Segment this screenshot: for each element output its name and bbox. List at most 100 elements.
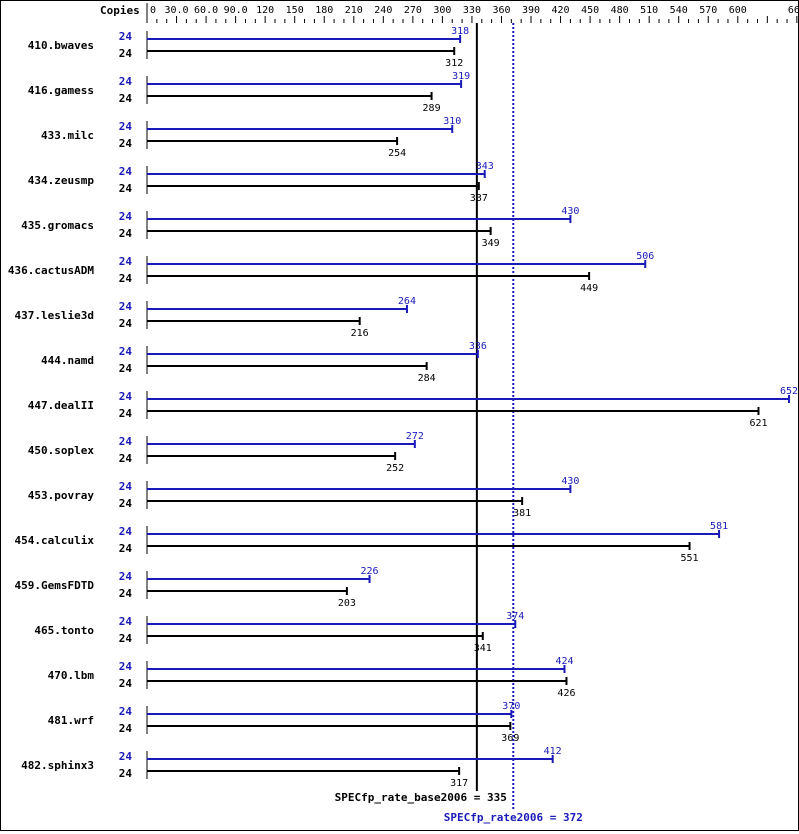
benchmark-label: 453.povray: [28, 489, 95, 502]
base-copies: 24: [119, 362, 133, 375]
peak-value-label: 264: [398, 296, 416, 307]
base-copies: 24: [119, 407, 133, 420]
peak-copies: 24: [119, 525, 133, 538]
tick-label: 600: [729, 5, 747, 16]
tick-label: 210: [345, 5, 363, 16]
peak-copies: 24: [119, 255, 133, 268]
tick-label: 120: [256, 5, 274, 16]
peak-value-label: 319: [452, 71, 470, 82]
peak-value-label: 506: [636, 251, 654, 262]
peak-value-label: 310: [443, 116, 461, 127]
peak-value-label: 374: [506, 611, 524, 622]
base-value-label: 381: [513, 508, 531, 519]
base-copies: 24: [119, 767, 133, 780]
tick-label: 360: [492, 5, 510, 16]
peak-reference-label: SPECfp_rate2006 = 372: [444, 811, 583, 824]
base-copies: 24: [119, 722, 133, 735]
base-copies: 24: [119, 272, 133, 285]
tick-label: 450: [581, 5, 599, 16]
peak-value-label: 652: [780, 386, 798, 397]
base-value-label: 341: [474, 643, 492, 654]
tick-label: 30.0: [164, 5, 188, 16]
tick-label: 150: [286, 5, 304, 16]
peak-value-label: 412: [544, 746, 562, 757]
peak-value-label: 226: [361, 566, 379, 577]
tick-label: 90.0: [224, 5, 248, 16]
peak-copies: 24: [119, 705, 133, 718]
peak-value-label: 430: [561, 476, 579, 487]
base-copies: 24: [119, 632, 133, 645]
peak-value-label: 581: [710, 521, 728, 532]
benchmark-label: 437.leslie3d: [15, 309, 94, 322]
base-value-label: 289: [423, 103, 441, 114]
benchmark-label: 434.zeusmp: [28, 174, 95, 187]
peak-copies: 24: [119, 750, 133, 763]
base-value-label: 449: [580, 283, 598, 294]
peak-value-label: 370: [502, 701, 520, 712]
copies-header: Copies: [100, 4, 140, 17]
peak-copies: 24: [119, 75, 133, 88]
base-value-label: 349: [482, 238, 500, 249]
base-copies: 24: [119, 47, 133, 60]
peak-value-label: 318: [451, 26, 469, 37]
peak-value-label: 336: [469, 341, 487, 352]
base-value-label: 284: [418, 373, 436, 384]
benchmark-label: 454.calculix: [15, 534, 95, 547]
benchmark-label: 470.lbm: [48, 669, 95, 682]
benchmark-label: 482.sphinx3: [21, 759, 94, 772]
base-copies: 24: [119, 92, 133, 105]
base-copies: 24: [119, 542, 133, 555]
benchmark-label: 447.dealII: [28, 399, 94, 412]
base-value-label: 337: [470, 193, 488, 204]
benchmark-label: 444.namd: [41, 354, 94, 367]
peak-copies: 24: [119, 30, 133, 43]
base-value-label: 203: [338, 598, 356, 609]
peak-copies: 24: [119, 390, 133, 403]
tick-label: 570: [699, 5, 717, 16]
base-copies: 24: [119, 317, 133, 330]
peak-copies: 24: [119, 570, 133, 583]
benchmark-label: 410.bwaves: [28, 39, 94, 52]
tick-label: 0: [150, 5, 156, 16]
tick-label: 180: [315, 5, 333, 16]
base-value-label: 252: [386, 463, 404, 474]
benchmark-label: 465.tonto: [34, 624, 94, 637]
tick-label: 270: [404, 5, 422, 16]
base-copies: 24: [119, 677, 133, 690]
tick-label: 420: [552, 5, 570, 16]
base-copies: 24: [119, 452, 133, 465]
benchmark-label: 433.milc: [41, 129, 94, 142]
base-value-label: 551: [681, 553, 699, 564]
tick-label: 330: [463, 5, 481, 16]
tick-label: 510: [640, 5, 658, 16]
tick-label: 60.0: [194, 5, 218, 16]
peak-copies: 24: [119, 210, 133, 223]
tick-label: 390: [522, 5, 540, 16]
peak-value-label: 430: [561, 206, 579, 217]
tick-label: 300: [433, 5, 451, 16]
tick-label: 240: [374, 5, 392, 16]
tick-label: 540: [670, 5, 688, 16]
benchmark-label: 436.cactusADM: [8, 264, 94, 277]
peak-copies: 24: [119, 165, 133, 178]
peak-copies: 24: [119, 435, 133, 448]
peak-copies: 24: [119, 615, 133, 628]
base-value-label: 312: [445, 58, 463, 69]
base-value-label: 369: [501, 733, 519, 744]
benchmark-label: 435.gromacs: [21, 219, 94, 232]
base-value-label: 621: [749, 418, 767, 429]
peak-value-label: 424: [555, 656, 573, 667]
peak-copies: 24: [119, 120, 133, 133]
tick-label: 660: [788, 5, 798, 16]
base-copies: 24: [119, 227, 133, 240]
peak-value-label: 343: [476, 161, 494, 172]
base-value-label: 254: [388, 148, 406, 159]
peak-copies: 24: [119, 300, 133, 313]
benchmark-label: 481.wrf: [48, 714, 94, 727]
peak-copies: 24: [119, 480, 133, 493]
base-value-label: 426: [557, 688, 575, 699]
base-reference-label: SPECfp_rate_base2006 = 335: [335, 791, 507, 804]
base-copies: 24: [119, 182, 133, 195]
